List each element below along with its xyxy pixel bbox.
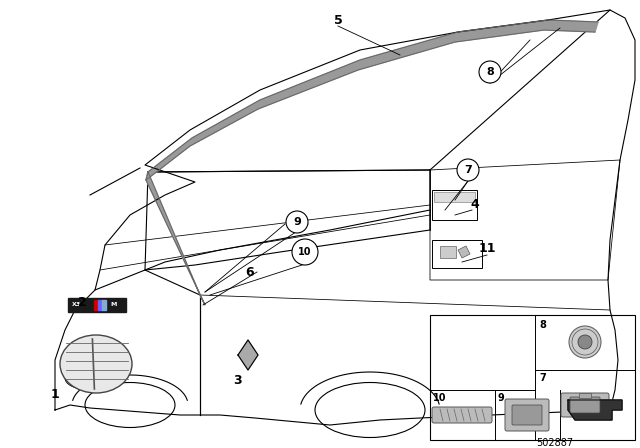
Text: 9: 9 bbox=[498, 393, 505, 403]
Bar bbox=[430, 315, 635, 440]
FancyBboxPatch shape bbox=[561, 393, 609, 417]
Text: 7: 7 bbox=[464, 165, 472, 175]
Bar bbox=[98, 300, 102, 310]
Text: 8: 8 bbox=[486, 67, 494, 77]
Bar bbox=[68, 298, 126, 312]
Bar bbox=[579, 393, 591, 398]
Text: 5: 5 bbox=[333, 13, 342, 26]
Text: 502887: 502887 bbox=[536, 438, 573, 448]
Text: 8: 8 bbox=[539, 320, 546, 330]
Text: X3: X3 bbox=[72, 302, 81, 307]
Text: 3: 3 bbox=[234, 374, 243, 387]
Bar bbox=[440, 246, 456, 258]
Circle shape bbox=[457, 159, 479, 181]
Text: 7: 7 bbox=[539, 373, 546, 383]
Polygon shape bbox=[146, 172, 205, 305]
Polygon shape bbox=[238, 340, 258, 370]
Bar bbox=[102, 300, 106, 310]
Text: 6: 6 bbox=[246, 266, 254, 279]
Polygon shape bbox=[458, 246, 470, 258]
Circle shape bbox=[569, 326, 601, 358]
Circle shape bbox=[479, 61, 501, 83]
Bar bbox=[432, 240, 482, 268]
Text: 11: 11 bbox=[478, 241, 496, 254]
Text: 4: 4 bbox=[470, 198, 479, 211]
Text: 2: 2 bbox=[77, 296, 86, 309]
Bar bbox=[94, 300, 97, 310]
Polygon shape bbox=[568, 400, 622, 420]
Ellipse shape bbox=[60, 335, 132, 393]
Bar bbox=[434, 192, 475, 202]
FancyBboxPatch shape bbox=[570, 397, 600, 413]
Text: 10: 10 bbox=[433, 393, 447, 403]
Bar bbox=[432, 190, 477, 220]
FancyBboxPatch shape bbox=[512, 405, 542, 425]
Text: 1: 1 bbox=[51, 388, 60, 401]
Text: 9: 9 bbox=[293, 217, 301, 227]
Text: M: M bbox=[110, 302, 116, 307]
FancyBboxPatch shape bbox=[432, 407, 492, 423]
Circle shape bbox=[578, 335, 592, 349]
FancyBboxPatch shape bbox=[505, 399, 549, 431]
Text: 10: 10 bbox=[298, 247, 312, 257]
Circle shape bbox=[286, 211, 308, 233]
Circle shape bbox=[292, 239, 318, 265]
Polygon shape bbox=[146, 20, 598, 180]
